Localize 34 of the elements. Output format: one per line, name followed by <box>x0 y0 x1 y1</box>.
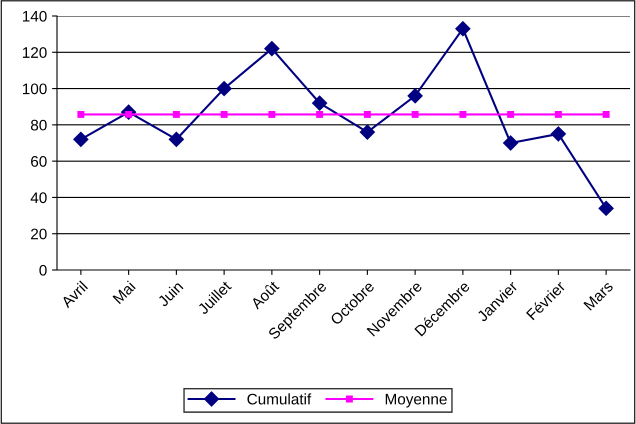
point <box>455 21 470 36</box>
y-tick-label: 100 <box>22 83 47 94</box>
legend-label: Moyenne <box>386 394 447 408</box>
x-tick-label: Juin <box>156 280 184 308</box>
point <box>598 200 614 216</box>
y-tick-label: 40 <box>30 192 47 204</box>
point <box>77 110 84 118</box>
point <box>550 126 566 142</box>
point <box>507 110 514 118</box>
point <box>216 81 232 96</box>
x-tick-label: Mai <box>112 280 136 304</box>
point <box>316 110 324 118</box>
y-tick-label: 80 <box>30 120 47 131</box>
point <box>268 110 276 118</box>
point <box>220 110 228 118</box>
point <box>312 96 328 111</box>
point <box>364 110 371 118</box>
point <box>264 41 280 56</box>
point <box>360 124 375 140</box>
y-tick-label: 120 <box>22 47 47 58</box>
point <box>168 132 184 147</box>
point <box>172 110 180 118</box>
point <box>554 110 562 118</box>
y-tick-label: 140 <box>22 10 47 22</box>
point <box>503 135 518 151</box>
legend-label: Cumulatif <box>247 393 312 405</box>
y-tick-label: 60 <box>31 156 47 167</box>
y-tick-label: 20 <box>31 228 47 240</box>
y-tick-label: 0 <box>39 264 47 276</box>
point <box>602 110 610 118</box>
point <box>408 88 423 104</box>
point <box>412 110 419 118</box>
point <box>459 110 466 118</box>
point <box>73 132 88 147</box>
